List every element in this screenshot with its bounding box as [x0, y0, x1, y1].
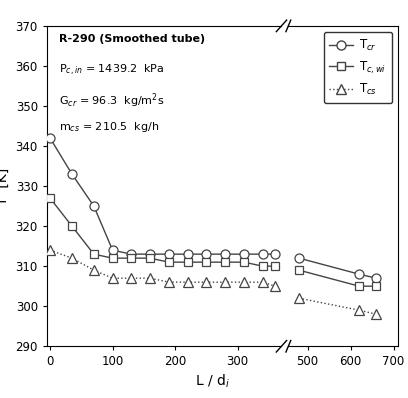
Text: P$_{c,in}$ = 1439.2  kPa: P$_{c,in}$ = 1439.2 kPa	[59, 63, 164, 78]
Text: R-290 (Smoothed tube): R-290 (Smoothed tube)	[59, 34, 205, 44]
Y-axis label: T  [K]: T [K]	[0, 168, 10, 205]
Text: G$_{cr}$ = 96.3  kg/m$^2$s: G$_{cr}$ = 96.3 kg/m$^2$s	[59, 92, 164, 110]
Text: L / d$_{i}$: L / d$_{i}$	[195, 373, 230, 390]
Legend: T$_{cr}$, T$_{c,wi}$, T$_{cs}$: T$_{cr}$, T$_{c,wi}$, T$_{cs}$	[324, 32, 392, 103]
Text: m$_{cs}$ = 210.5  kg/h: m$_{cs}$ = 210.5 kg/h	[59, 120, 159, 135]
